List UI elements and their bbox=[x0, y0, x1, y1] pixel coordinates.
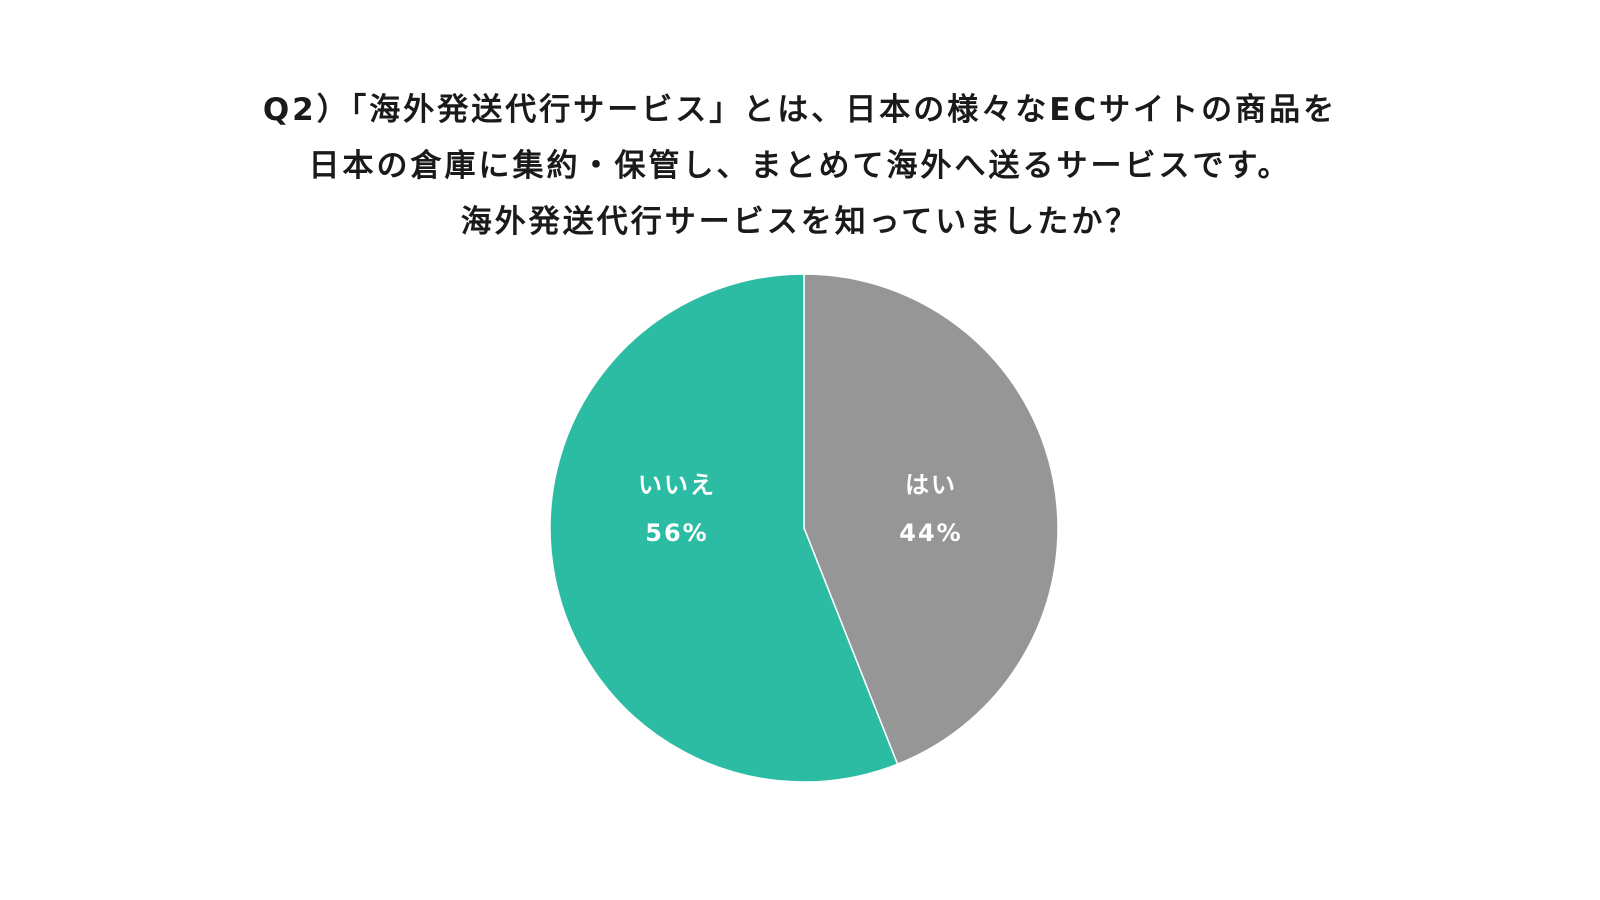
pie-slices bbox=[549, 273, 1059, 783]
pie-labels: はい 44% いいえ 56% bbox=[638, 471, 962, 547]
slice-value-label-2: 56% bbox=[645, 519, 708, 547]
chart-title-line-1: Q2）「海外発送代行サービス」とは、日本の様々なECサイトの商品を bbox=[262, 92, 1338, 128]
chart-title: Q2）「海外発送代行サービス」とは、日本の様々なECサイトの商品を 日本の倉庫に… bbox=[0, 82, 1600, 250]
chart-title-line-2: 日本の倉庫に集約・保管し、まとめて海外へ送るサービスです。 bbox=[308, 148, 1292, 184]
pie-slice-2 bbox=[549, 273, 899, 783]
chart-title-line-3: 海外発送代行サービスを知っていましたか？ bbox=[460, 204, 1140, 240]
slice-category-label-2: いいえ bbox=[638, 471, 716, 499]
slice-value-label-1: 44% bbox=[899, 519, 962, 547]
slice-category-label-1: はい bbox=[905, 471, 957, 499]
pie-slice-1 bbox=[803, 273, 1059, 766]
